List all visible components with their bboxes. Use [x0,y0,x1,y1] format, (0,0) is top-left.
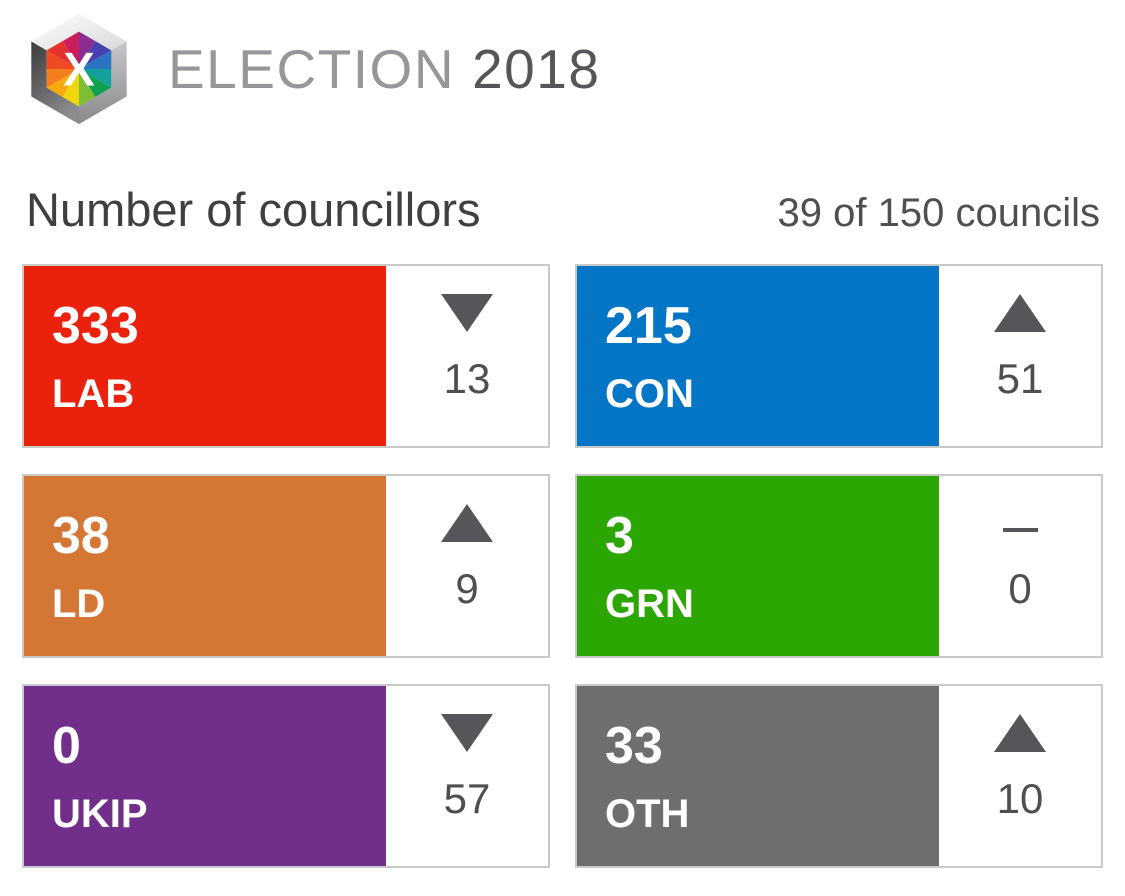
seat-count: 3 [605,507,634,565]
party-code: UKIP [52,792,148,836]
party-code: LAB [52,372,135,416]
brand-header: X ELECTION 2018 [20,10,1125,128]
change-panel: 10 [939,686,1101,866]
no-change-icon [1002,528,1038,532]
change-indicator [1002,504,1038,542]
change-indicator [441,504,493,542]
brand-name: ELECTION [168,38,456,100]
seat-count: 215 [605,297,692,355]
cube-top-face [31,13,127,51]
seat-count: 33 [605,717,663,775]
party-color-block: 215 CON [577,266,939,446]
election-cube-logo: X [31,13,127,125]
change-indicator [441,294,493,332]
party-color-block: 38 LD [24,476,386,656]
change-panel: 0 [939,476,1101,656]
councils-progress: 39 of 150 councils [777,191,1100,235]
change-value: 51 [996,355,1044,402]
party-card-oth: 33 OTH 10 [575,684,1103,868]
change-indicator [994,294,1046,332]
party-card-con: 215 CON 51 [575,264,1103,448]
change-value: 9 [455,565,479,612]
brand-wordmark: ELECTION 2018 [168,37,600,101]
gain-up-icon [994,714,1046,752]
mosaic-hexagon [46,31,112,107]
change-panel: 13 [386,266,548,446]
page-title: Number of councillors [26,183,481,236]
party-card-ukip: 0 UKIP 57 [22,684,550,868]
party-color-block: 3 GRN [577,476,939,656]
gain-up-icon [994,294,1046,332]
gain-up-icon [441,504,493,542]
change-panel: 57 [386,686,548,866]
ballot-x-icon: X [63,44,95,97]
seat-count: 38 [52,507,110,565]
party-color-block: 33 OTH [577,686,939,866]
party-code: GRN [605,582,694,626]
cube-left-face [31,41,79,125]
change-value: 10 [996,775,1044,822]
loss-down-icon [441,714,493,752]
results-grid: 333 LAB 13 215 CON 51 38 LD [22,264,1103,868]
party-card-grn: 3 GRN 0 [575,474,1103,658]
party-code: CON [605,372,694,416]
seat-count: 333 [52,297,139,355]
change-value: 0 [1008,565,1032,612]
change-value: 57 [443,775,491,822]
change-indicator [441,714,493,752]
change-indicator [994,714,1046,752]
brand-year: 2018 [472,38,601,100]
party-code: OTH [605,792,690,836]
party-card-lab: 333 LAB 13 [22,264,550,448]
loss-down-icon [441,294,493,332]
change-value: 13 [443,355,491,402]
title-row: Number of councillors 39 of 150 councils [26,182,1100,237]
change-panel: 9 [386,476,548,656]
seat-count: 0 [52,717,81,775]
party-code: LD [52,582,106,626]
change-panel: 51 [939,266,1101,446]
party-color-block: 333 LAB [24,266,386,446]
party-card-ld: 38 LD 9 [22,474,550,658]
election-results-panel: X ELECTION 2018 Number of councillors 39… [0,10,1125,896]
cube-right-face [79,41,127,125]
party-color-block: 0 UKIP [24,686,386,866]
